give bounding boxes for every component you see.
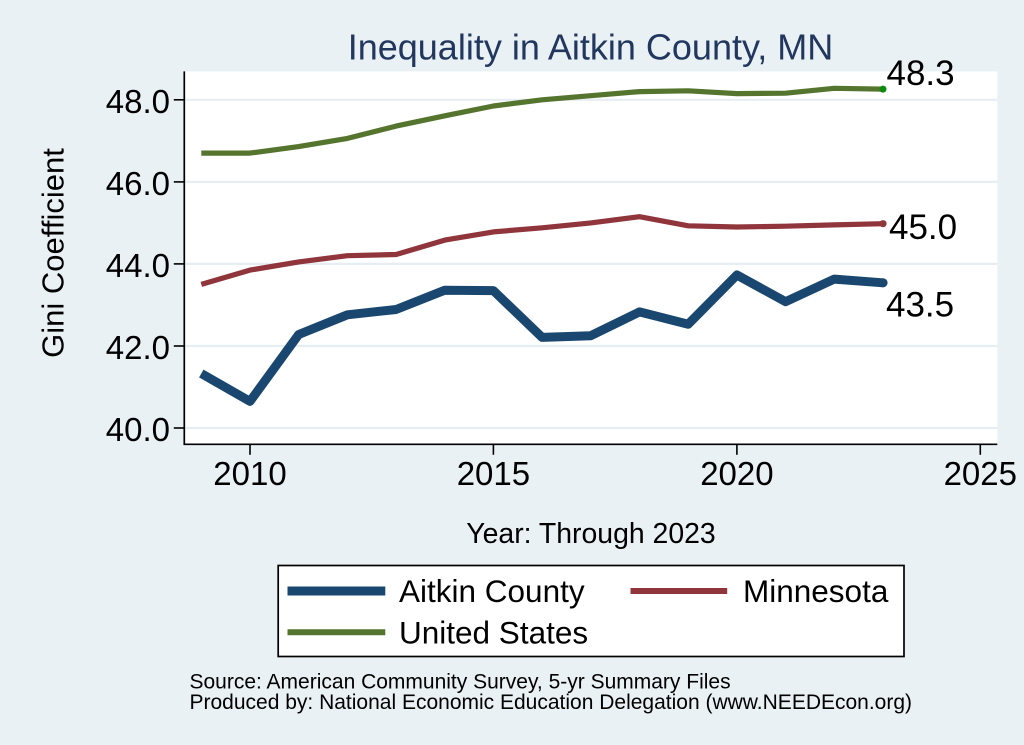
svg-text:Year: Through 2023: Year: Through 2023 xyxy=(466,518,715,550)
svg-text:Inequality in Aitkin County, M: Inequality in Aitkin County, MN xyxy=(348,27,834,68)
svg-text:40.0: 40.0 xyxy=(106,411,170,448)
svg-text:45.0: 45.0 xyxy=(889,208,957,247)
svg-text:2015: 2015 xyxy=(457,455,530,492)
svg-text:42.0: 42.0 xyxy=(106,329,170,366)
svg-text:48.0: 48.0 xyxy=(106,83,170,120)
svg-text:Gini Coefficient: Gini Coefficient xyxy=(36,148,71,358)
svg-text:2020: 2020 xyxy=(700,455,773,492)
svg-text:Source: American Community Sur: Source: American Community Survey, 5-yr … xyxy=(190,671,731,694)
svg-text:46.0: 46.0 xyxy=(106,165,170,202)
svg-text:2010: 2010 xyxy=(213,455,286,492)
svg-text:43.5: 43.5 xyxy=(886,286,954,325)
svg-text:2025: 2025 xyxy=(944,455,1017,492)
svg-text:United States: United States xyxy=(399,614,588,650)
svg-text:44.0: 44.0 xyxy=(106,247,170,284)
svg-text:48.3: 48.3 xyxy=(887,54,955,93)
svg-text:Aitkin County: Aitkin County xyxy=(399,573,585,609)
svg-text:Minnesota: Minnesota xyxy=(743,573,889,609)
svg-text:Produced by: National Economic: Produced by: National Economic Education… xyxy=(190,691,913,714)
